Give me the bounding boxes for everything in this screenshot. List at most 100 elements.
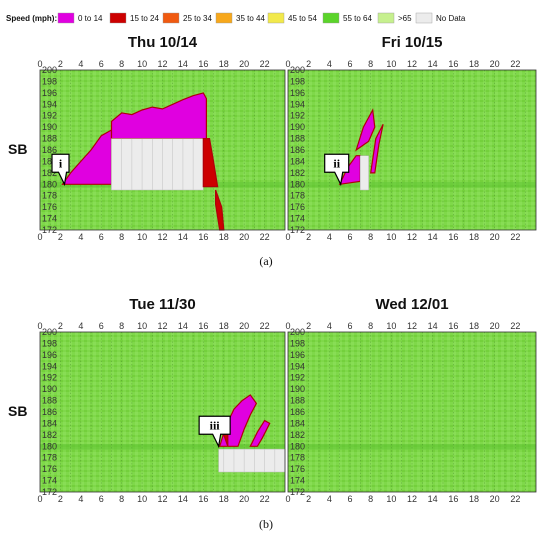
- y-tick-7: 186: [42, 145, 57, 155]
- x-tick-bottom-4: 8: [368, 494, 373, 504]
- y-tick-5: 182: [42, 430, 57, 440]
- y-tick-13: 198: [290, 338, 305, 348]
- speed-region-2: [111, 138, 204, 191]
- y-tick-0: 172: [42, 487, 57, 497]
- y-tick-9: 190: [42, 384, 57, 394]
- x-tick-top-3: 6: [347, 321, 352, 331]
- x-tick-top-10: 20: [490, 59, 500, 69]
- x-tick-top-0: 0: [37, 59, 42, 69]
- x-tick-bottom-5: 10: [137, 494, 147, 504]
- panels: 0022446688101012121414161618182020222217…: [8, 34, 537, 504]
- x-tick-bottom-3: 6: [347, 494, 352, 504]
- y-tick-9: 190: [290, 122, 305, 132]
- x-tick-bottom-0: 0: [37, 232, 42, 242]
- x-tick-top-2: 4: [327, 59, 332, 69]
- y-tick-12: 196: [290, 350, 305, 360]
- x-tick-bottom-10: 20: [490, 232, 500, 242]
- x-tick-top-6: 12: [157, 59, 167, 69]
- x-tick-top-8: 16: [198, 321, 208, 331]
- y-tick-1: 174: [42, 476, 57, 486]
- y-tick-3: 178: [42, 453, 57, 463]
- x-tick-top-6: 12: [157, 321, 167, 331]
- speed-region-2: [249, 419, 271, 447]
- x-tick-bottom-7: 14: [428, 232, 438, 242]
- y-tick-12: 196: [42, 350, 57, 360]
- panel-title: Fri 10/15: [382, 34, 443, 51]
- x-tick-top-10: 20: [490, 321, 500, 331]
- legend-swatch-4: [267, 12, 285, 24]
- x-tick-bottom-2: 4: [78, 494, 83, 504]
- y-tick-13: 198: [42, 76, 57, 86]
- x-tick-bottom-2: 4: [78, 232, 83, 242]
- speed-region-1: [110, 92, 207, 140]
- x-tick-bottom-10: 20: [239, 494, 249, 504]
- y-tick-2: 176: [42, 202, 57, 212]
- y-tick-4: 180: [42, 441, 57, 451]
- y-tick-4: 180: [290, 441, 305, 451]
- x-tick-bottom-6: 12: [157, 494, 167, 504]
- direction-label: SB: [8, 403, 27, 419]
- y-tick-3: 178: [42, 191, 57, 201]
- y-tick-12: 196: [290, 88, 305, 98]
- y-tick-4: 180: [290, 179, 305, 189]
- x-tick-top-3: 6: [99, 321, 104, 331]
- panel-3: 0022446688101012121414161618182020222217…: [285, 296, 537, 504]
- x-tick-top-1: 2: [58, 321, 63, 331]
- y-tick-5: 182: [290, 168, 305, 178]
- x-tick-bottom-4: 8: [119, 494, 124, 504]
- callout-label: i: [59, 156, 63, 170]
- x-tick-bottom-5: 10: [386, 494, 396, 504]
- panel-0: 0022446688101012121414161618182020222217…: [8, 34, 286, 242]
- legend-label-2: 25 to 34: [183, 14, 212, 23]
- y-tick-2: 176: [290, 464, 305, 474]
- y-tick-11: 194: [290, 99, 305, 109]
- legend-title: Speed (mph):: [6, 14, 57, 23]
- x-tick-bottom-7: 14: [178, 232, 188, 242]
- x-tick-top-8: 16: [448, 321, 458, 331]
- x-tick-top-7: 14: [428, 59, 438, 69]
- y-tick-12: 196: [42, 88, 57, 98]
- congestion-band: [288, 182, 536, 188]
- y-tick-9: 190: [290, 384, 305, 394]
- x-tick-top-10: 20: [239, 321, 249, 331]
- x-tick-bottom-9: 18: [219, 494, 229, 504]
- y-tick-0: 172: [290, 487, 305, 497]
- y-tick-1: 174: [42, 214, 57, 224]
- x-tick-bottom-1: 2: [58, 494, 63, 504]
- legend-label-7: No Data: [436, 14, 466, 23]
- y-tick-8: 188: [290, 134, 305, 144]
- legend-label-1: 15 to 24: [130, 14, 159, 23]
- y-tick-10: 192: [290, 373, 305, 383]
- panel-frame: [39, 69, 286, 231]
- y-tick-6: 184: [290, 418, 305, 428]
- legend: Speed (mph): 0 to 14 15 to 24 25 to 34 35 t…: [6, 12, 466, 24]
- x-tick-bottom-0: 0: [37, 494, 42, 504]
- x-tick-bottom-2: 4: [327, 232, 332, 242]
- y-tick-13: 198: [42, 338, 57, 348]
- x-tick-bottom-0: 0: [285, 232, 290, 242]
- x-tick-bottom-8: 16: [198, 232, 208, 242]
- x-tick-bottom-11: 22: [260, 494, 270, 504]
- y-tick-10: 192: [290, 111, 305, 121]
- y-tick-14: 200: [42, 327, 57, 337]
- x-tick-top-2: 4: [78, 59, 83, 69]
- y-tick-8: 188: [290, 396, 305, 406]
- x-tick-top-10: 20: [239, 59, 249, 69]
- congestion-band: [288, 444, 536, 450]
- y-tick-5: 182: [290, 430, 305, 440]
- x-tick-top-11: 22: [510, 321, 520, 331]
- x-tick-bottom-6: 12: [407, 494, 417, 504]
- y-tick-9: 190: [42, 122, 57, 132]
- x-tick-top-5: 10: [137, 59, 147, 69]
- x-tick-top-7: 14: [178, 59, 188, 69]
- x-tick-top-0: 0: [285, 59, 290, 69]
- legend-swatch-2: [162, 12, 180, 24]
- x-tick-top-11: 22: [260, 321, 270, 331]
- callout-box: [51, 153, 70, 187]
- x-tick-top-4: 8: [119, 59, 124, 69]
- x-tick-bottom-3: 6: [347, 232, 352, 242]
- x-tick-bottom-4: 8: [368, 232, 373, 242]
- y-tick-11: 194: [290, 361, 305, 371]
- y-tick-11: 194: [42, 99, 57, 109]
- panel-title: Thu 10/14: [128, 34, 198, 51]
